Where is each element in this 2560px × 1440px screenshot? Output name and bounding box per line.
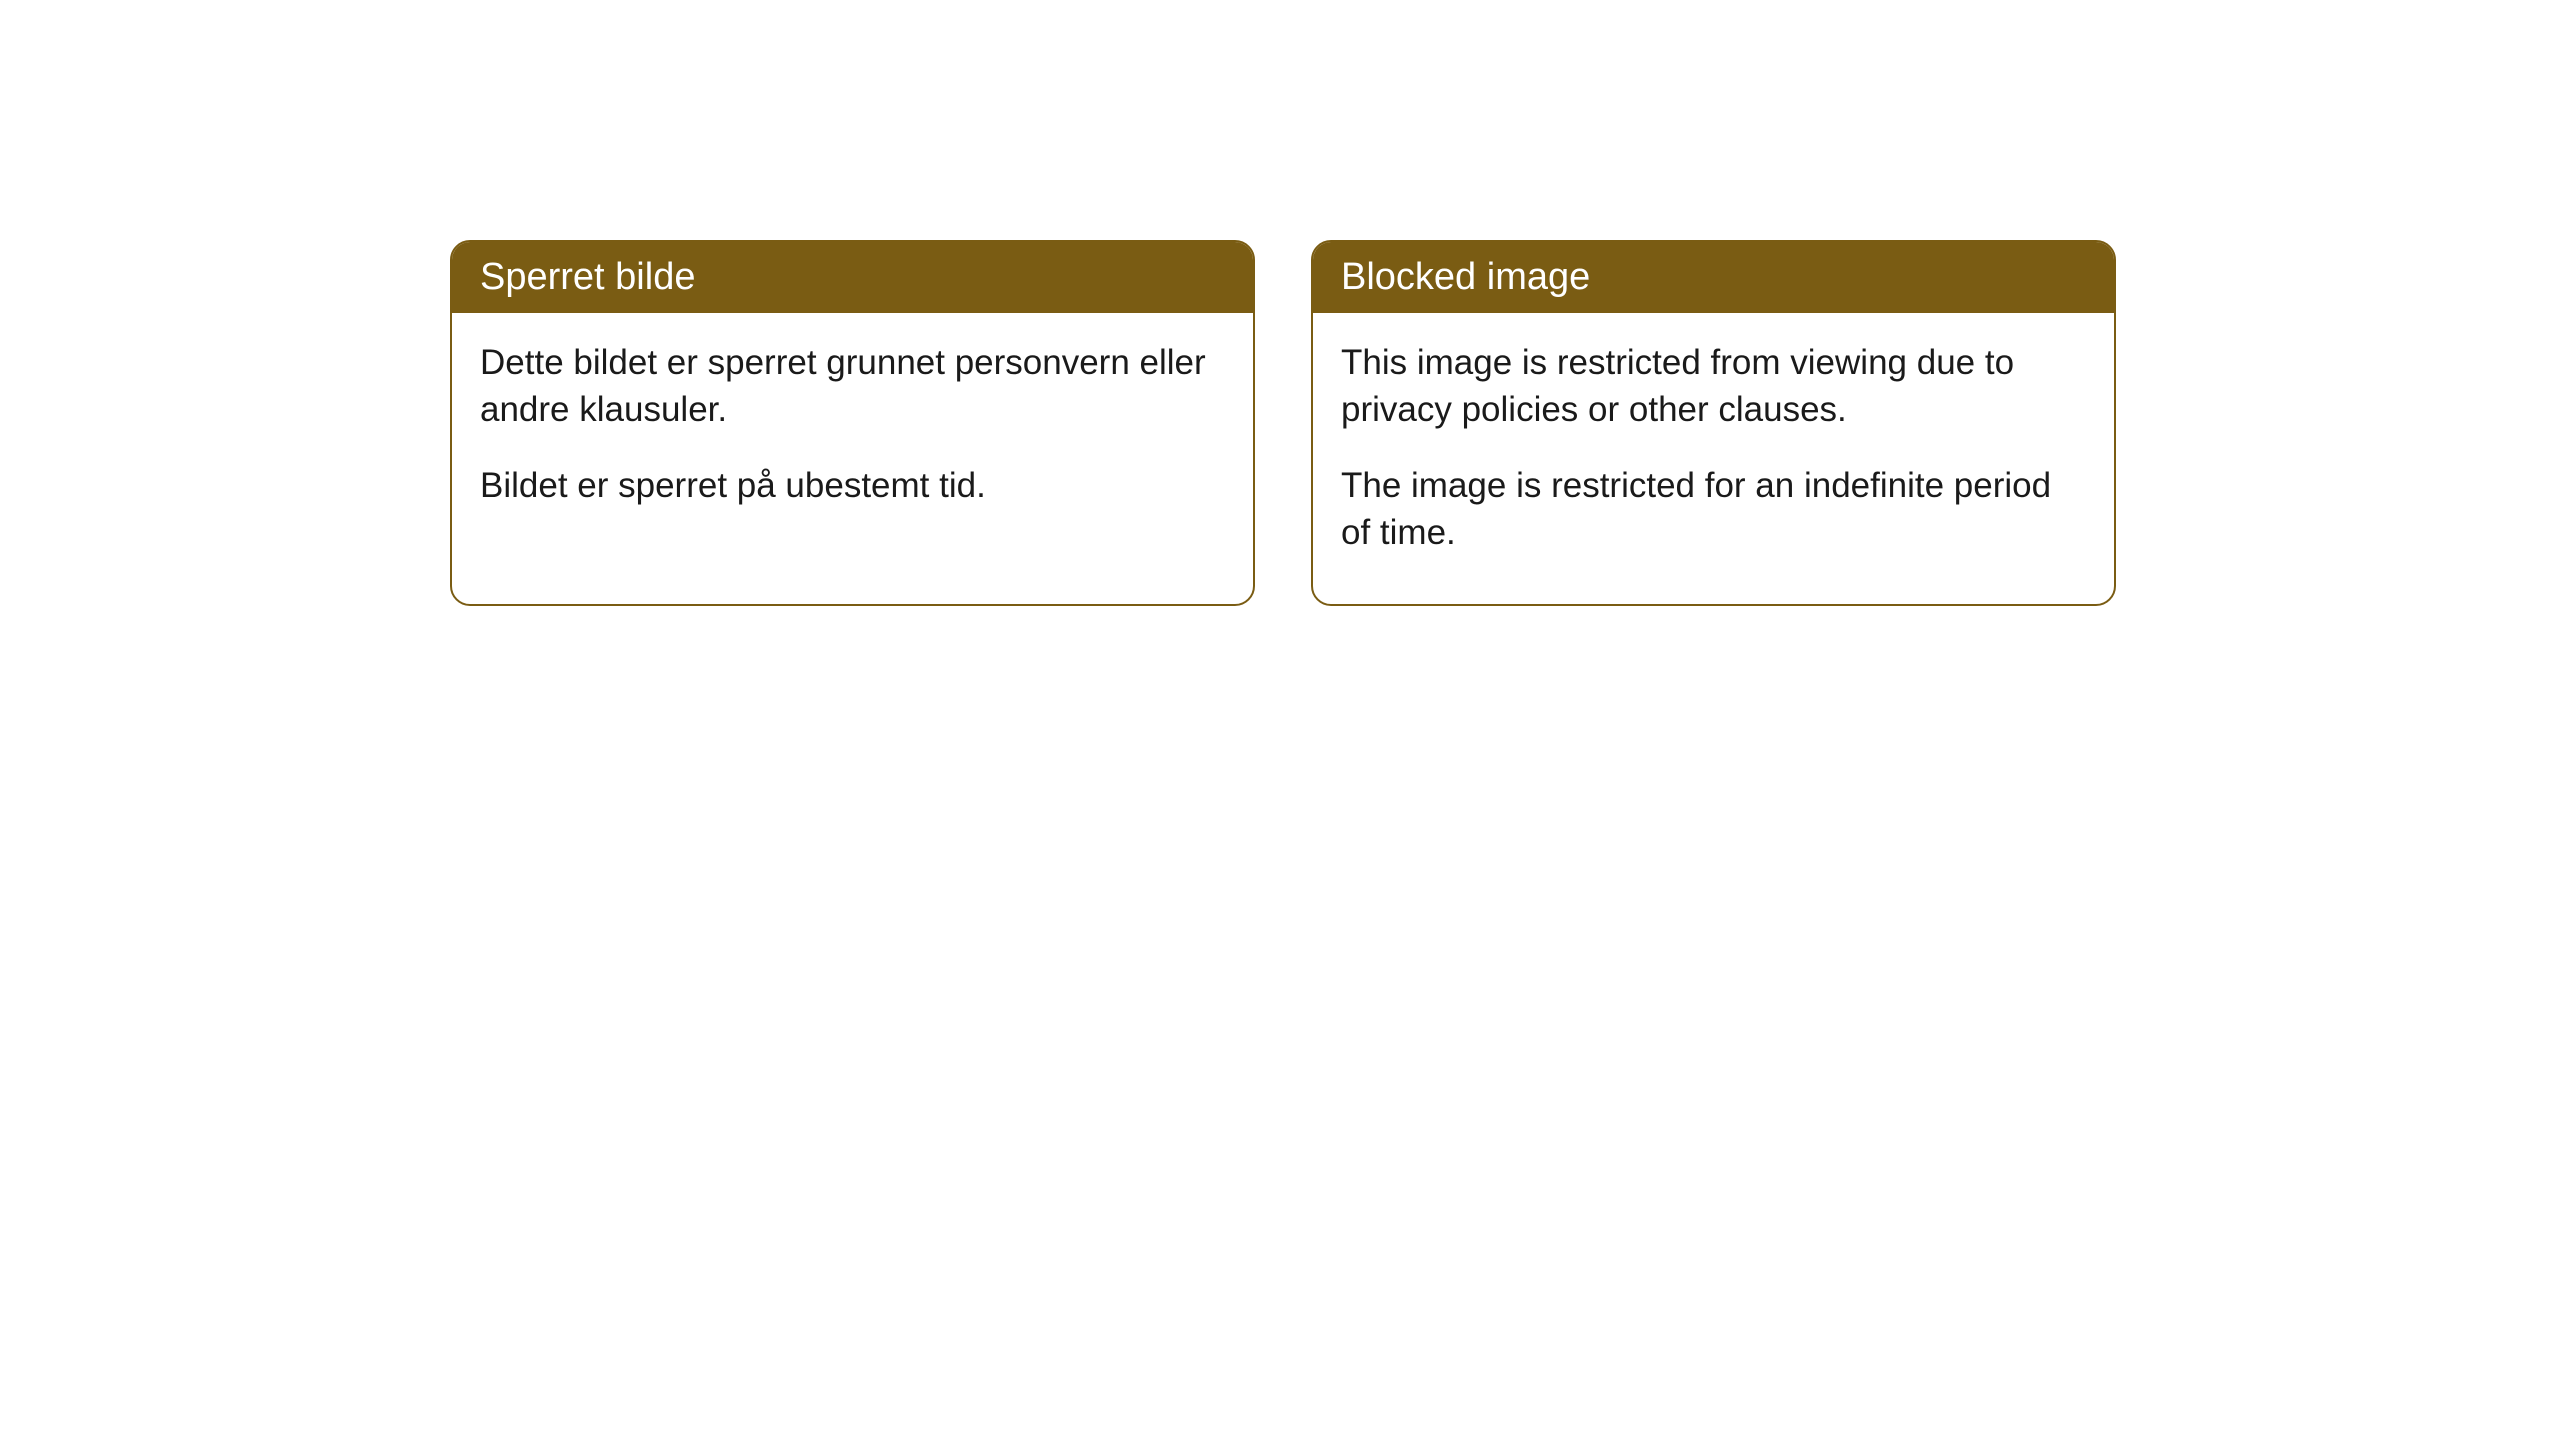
card-title: Sperret bilde bbox=[480, 256, 695, 298]
card-body-norwegian: Dette bildet er sperret grunnet personve… bbox=[452, 313, 1253, 557]
notice-card-english: Blocked image This image is restricted f… bbox=[1311, 240, 2116, 606]
card-paragraph: Bildet er sperret på ubestemt tid. bbox=[480, 462, 1225, 509]
card-title: Blocked image bbox=[1341, 256, 1590, 298]
card-paragraph: This image is restricted from viewing du… bbox=[1341, 339, 2086, 434]
card-paragraph: Dette bildet er sperret grunnet personve… bbox=[480, 339, 1225, 434]
card-body-english: This image is restricted from viewing du… bbox=[1313, 313, 2114, 604]
card-paragraph: The image is restricted for an indefinit… bbox=[1341, 462, 2086, 557]
card-header-english: Blocked image bbox=[1313, 242, 2114, 313]
notice-cards-container: Sperret bilde Dette bildet er sperret gr… bbox=[450, 240, 2560, 606]
notice-card-norwegian: Sperret bilde Dette bildet er sperret gr… bbox=[450, 240, 1255, 606]
card-header-norwegian: Sperret bilde bbox=[452, 242, 1253, 313]
